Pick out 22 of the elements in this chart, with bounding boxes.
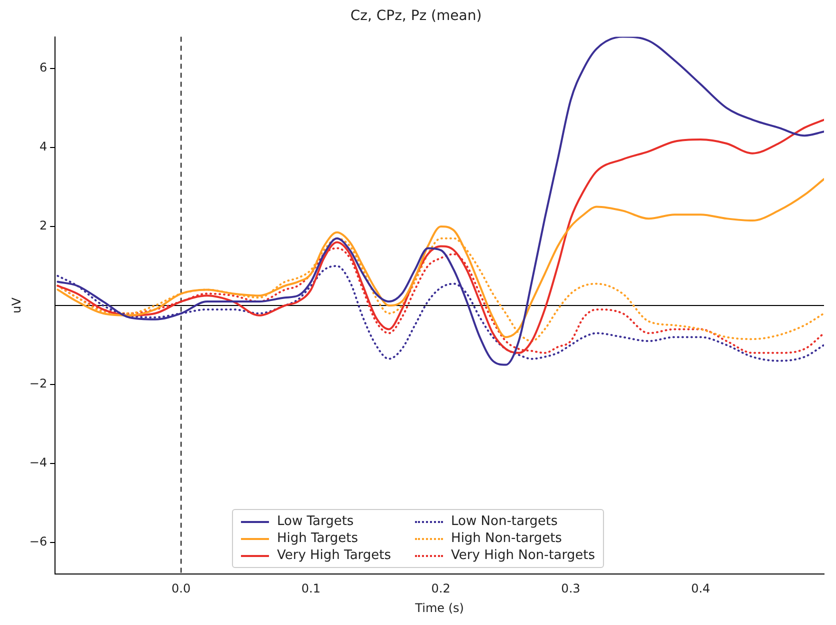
x-tick-label: 0.3 bbox=[561, 582, 580, 596]
x-tick-label: 0.4 bbox=[691, 582, 710, 596]
y-tick-label: −2 bbox=[29, 376, 48, 391]
x-axis-title: Time (s) bbox=[414, 600, 464, 615]
x-tick-label: 0.2 bbox=[431, 582, 450, 596]
y-tick-label: 6 bbox=[39, 60, 48, 75]
y-tick-label: −6 bbox=[29, 534, 48, 549]
line-series bbox=[56, 36, 824, 366]
y-tick-label: −4 bbox=[29, 456, 48, 470]
y-tick-label: 4 bbox=[39, 140, 48, 154]
legend-label: Very High Non-targets bbox=[451, 548, 596, 563]
legend-label: Low Targets bbox=[276, 514, 354, 529]
x-tick-label: 0.0 bbox=[172, 582, 191, 596]
line-series bbox=[56, 178, 824, 338]
legend-label: High Non-targets bbox=[451, 531, 562, 546]
y-axis-title: uV bbox=[9, 296, 24, 314]
legend-label: High Targets bbox=[276, 531, 358, 546]
x-tick-label: 0.1 bbox=[301, 582, 321, 596]
legend-label: Very High Targets bbox=[276, 548, 392, 563]
y-tick-label: 2 bbox=[39, 218, 48, 233]
chart-title: Cz, CPz, Pz (mean) bbox=[350, 8, 482, 24]
legend-label: Low Non-targets bbox=[451, 514, 558, 529]
